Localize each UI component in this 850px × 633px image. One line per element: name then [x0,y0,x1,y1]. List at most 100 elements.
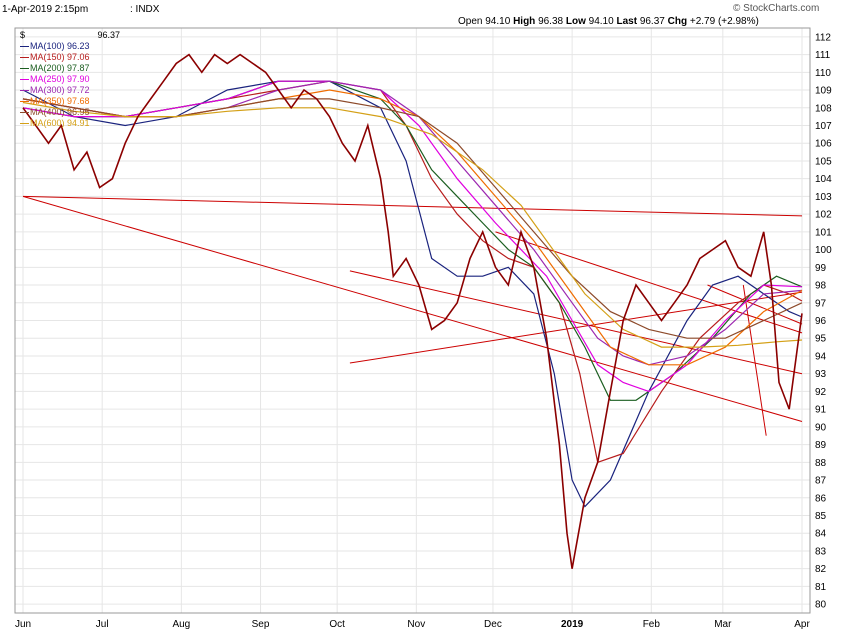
legend-item: MA(100) 96.23 [20,41,90,51]
legend-label: MA(350) 97.68 [30,96,90,106]
legend-swatch [20,112,29,114]
grid [15,28,810,613]
y-tick-label: 85 [815,511,827,522]
x-tick-label: 2019 [561,619,584,630]
x-tick-label: Nov [407,619,425,630]
trendline [742,284,767,436]
chg-label: Chg [667,16,688,27]
header-symbol: : INDX [130,4,160,15]
y-tick-label: 91 [815,405,827,416]
x-tick-label: Apr [794,619,810,630]
open-label: Open [458,16,483,27]
y-tick-label: 92 [815,387,827,398]
ma-line [22,80,803,508]
y-tick-label: 96 [815,316,827,327]
legend-swatch [20,46,29,48]
price-line [22,53,803,569]
x-tick-label: Aug [172,619,190,630]
price-series [22,53,803,569]
price-value: 96.37 [97,30,121,40]
legend-swatch [20,90,29,92]
x-tick-label: Jul [96,619,109,630]
y-tick-label: 100 [815,245,832,256]
legend-swatch [20,79,29,81]
y-tick-label: 87 [815,476,827,487]
y-tick-label: 111 [815,50,831,61]
y-tick-label: 83 [815,546,827,557]
y-tick-label: 112 [815,32,831,43]
trendline [707,284,803,325]
y-tick-label: 109 [815,86,832,97]
legend-label: MA(250) 97.90 [30,74,90,84]
y-tick-label: 107 [815,121,832,132]
legend-label: MA(400) 96.95 [30,107,90,117]
legend-item: MA(250) 97.90 [20,74,90,84]
y-tick-label: 84 [815,529,827,540]
low-label: Low [565,16,586,27]
x-tick-label: Oct [329,619,345,630]
y-tick-label: 97 [815,298,827,309]
trendline [22,195,803,217]
ma-line [22,101,803,348]
legend-item: MA(200) 97.87 [20,63,90,73]
legend-swatch [20,123,29,125]
legend-item: MA(300) 97.72 [20,85,90,95]
y-tick-label: 90 [815,422,827,433]
legend-item: MA(600) 94.91 [20,118,90,128]
y-tick-label: 106 [815,139,832,150]
x-tick-label: Mar [714,619,732,630]
last-label: Last [616,16,638,27]
legend-label: MA(100) 96.23 [30,41,90,51]
last-value: 96.37 [639,16,665,27]
trendline [495,231,803,334]
legend-swatch [20,68,29,70]
ma-line [22,80,803,393]
y-tick-label: 103 [815,192,832,203]
ma-line [22,80,803,401]
y-tick-label: 108 [815,103,832,114]
header-date: 1-Apr-2019 2:15pm [2,4,89,15]
legend-item: MA(150) 97.06 [20,52,90,62]
legend-label: MA(150) 97.06 [30,52,90,62]
high-label: High [513,16,536,27]
legend-item: MA(350) 97.68 [20,96,90,106]
y-tick-label: 82 [815,564,827,575]
open-value: 94.10 [485,16,511,27]
y-tick-label: 93 [815,369,827,380]
legend-price: $ 96.37 [20,30,120,40]
low-value: 94.10 [588,16,614,27]
x-tick-label: Sep [252,619,270,630]
y-tick-label: 98 [815,281,827,292]
legend-label: MA(200) 97.87 [30,63,90,73]
y-tick-label: 86 [815,493,827,504]
legend-label: MA(300) 97.72 [30,85,90,95]
ma-line [22,80,803,366]
y-tick-label: 88 [815,458,827,469]
y-tick-label: 81 [815,582,827,593]
trendline [22,195,803,422]
header-quote: Open 94.10 High 96.38 Low 94.10 Last 96.… [458,16,759,27]
trendline [349,270,803,375]
y-tick-label: 101 [815,227,832,238]
brand-watermark: © StockCharts.com [733,3,820,14]
y-tick-label: 110 [815,68,831,79]
y-tick-label: 95 [815,334,827,345]
y-axis: 80 81 82 83 84 85 86 87 88 89 90 91 92 93 94 95 96 97 98 99… [815,32,832,610]
legend-swatch [20,101,29,103]
legend-label: MA(600) 94.91 [30,118,90,128]
y-tick-label: 80 [815,600,827,611]
chg-value: +2.79 (+2.98%) [689,16,759,27]
high-value: 96.38 [538,16,564,27]
y-tick-label: 105 [815,156,832,167]
moving-average-lines [22,80,803,508]
y-tick-label: 102 [815,210,832,221]
price-label: $ [20,30,26,40]
x-axis: Jun Jul Aug Sep Oct Nov Dec 2019 Feb Mar Apr [15,619,811,630]
x-tick-label: Dec [484,619,502,630]
trendlines [22,195,803,436]
plot-frame [14,27,811,614]
legend-item: MA(400) 96.95 [20,107,90,117]
y-tick-label: 99 [815,263,827,274]
legend-swatch [20,57,29,59]
